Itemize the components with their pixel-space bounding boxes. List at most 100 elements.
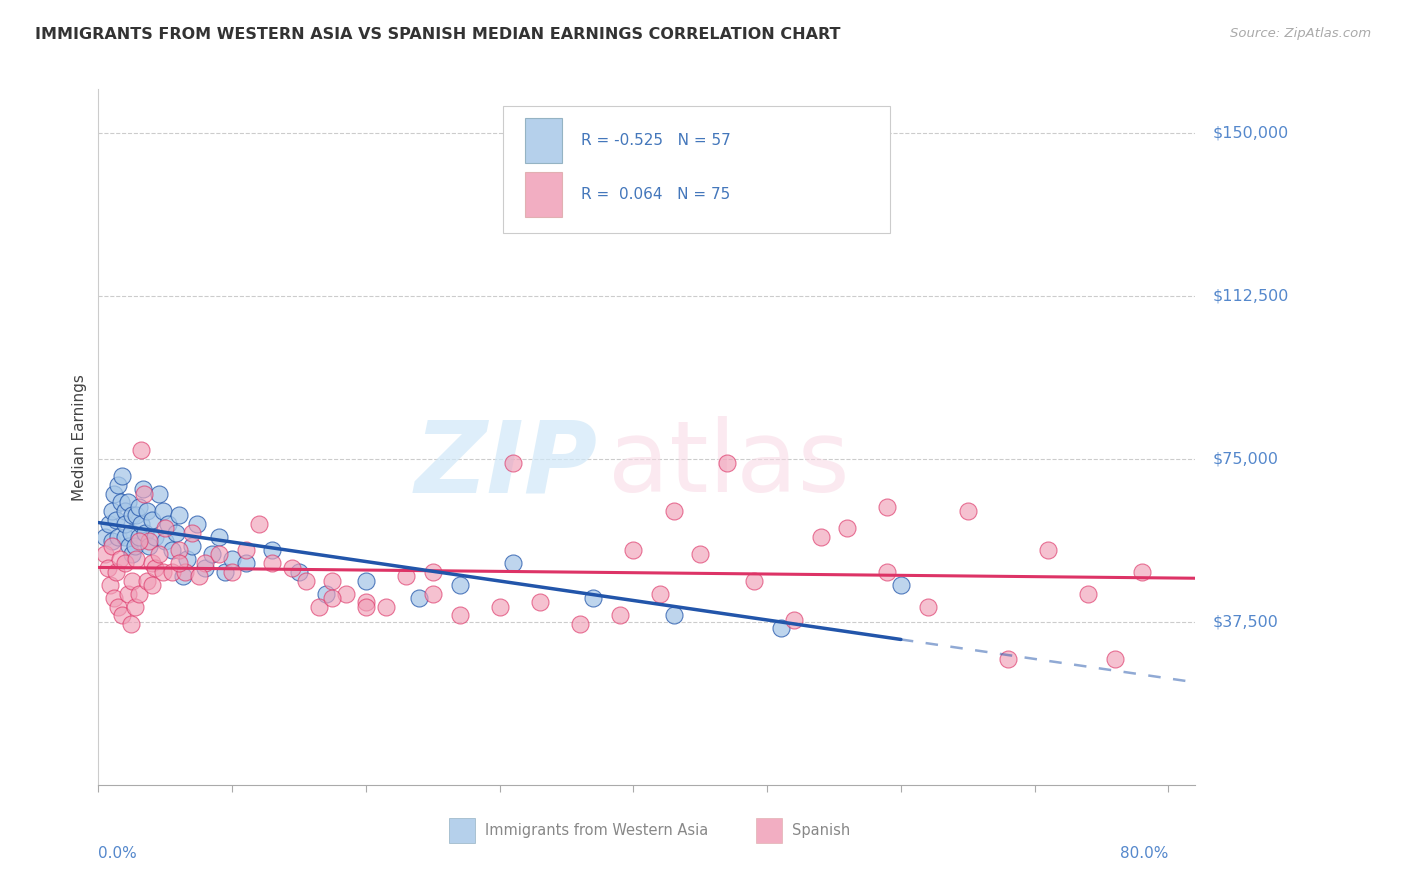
Point bbox=[104, 565, 127, 579]
Point bbox=[281, 560, 304, 574]
Point bbox=[354, 574, 377, 588]
Point bbox=[101, 504, 124, 518]
Point bbox=[100, 578, 122, 592]
Point bbox=[101, 539, 124, 553]
Point bbox=[650, 587, 672, 601]
Point bbox=[1104, 652, 1126, 666]
Point bbox=[120, 525, 142, 540]
Point bbox=[262, 556, 284, 570]
Text: Source: ZipAtlas.com: Source: ZipAtlas.com bbox=[1230, 27, 1371, 40]
Point bbox=[1036, 543, 1059, 558]
Point bbox=[160, 565, 183, 579]
Point bbox=[335, 587, 357, 601]
Text: ZIP: ZIP bbox=[415, 417, 598, 514]
Point bbox=[121, 508, 143, 523]
Point bbox=[194, 556, 217, 570]
Point bbox=[110, 495, 132, 509]
Point bbox=[194, 560, 217, 574]
Point bbox=[156, 516, 179, 531]
Point bbox=[117, 587, 139, 601]
Point bbox=[395, 569, 418, 583]
Point bbox=[143, 530, 166, 544]
Point bbox=[111, 608, 134, 623]
Text: R =  0.064   N = 75: R = 0.064 N = 75 bbox=[581, 186, 730, 202]
Point bbox=[221, 551, 243, 566]
Point bbox=[449, 608, 471, 623]
Point bbox=[568, 617, 591, 632]
Point bbox=[408, 591, 430, 605]
Point bbox=[783, 613, 806, 627]
Point bbox=[262, 543, 284, 558]
Point bbox=[124, 539, 146, 553]
Text: $150,000: $150,000 bbox=[1212, 125, 1289, 140]
Point bbox=[422, 565, 444, 579]
Point bbox=[103, 591, 125, 605]
Point bbox=[502, 556, 524, 570]
Point bbox=[321, 591, 343, 605]
Point bbox=[141, 513, 163, 527]
Point bbox=[181, 525, 204, 540]
Text: R = -0.525   N = 57: R = -0.525 N = 57 bbox=[581, 133, 730, 148]
Point bbox=[107, 599, 129, 614]
Text: $37,500: $37,500 bbox=[1212, 615, 1278, 630]
Text: 80.0%: 80.0% bbox=[1121, 846, 1168, 861]
Point bbox=[956, 504, 979, 518]
Point bbox=[114, 530, 136, 544]
Point bbox=[160, 543, 183, 558]
Point bbox=[662, 608, 685, 623]
Point bbox=[129, 516, 152, 531]
Point bbox=[308, 599, 330, 614]
Point bbox=[141, 556, 163, 570]
Point bbox=[114, 504, 136, 518]
Point bbox=[187, 569, 209, 583]
Point bbox=[837, 521, 859, 535]
Point bbox=[114, 556, 136, 570]
Point bbox=[221, 565, 243, 579]
Point bbox=[148, 486, 170, 500]
Point bbox=[165, 525, 187, 540]
Point bbox=[103, 486, 125, 500]
Point bbox=[134, 525, 156, 540]
Point bbox=[174, 565, 197, 579]
Point bbox=[876, 500, 898, 514]
Point bbox=[997, 652, 1019, 666]
Point bbox=[152, 504, 174, 518]
Point bbox=[108, 551, 131, 566]
Point bbox=[155, 534, 177, 549]
Point bbox=[529, 595, 551, 609]
Point bbox=[172, 569, 194, 583]
Text: $75,000: $75,000 bbox=[1212, 451, 1278, 467]
Point bbox=[422, 587, 444, 601]
Y-axis label: Median Earnings: Median Earnings bbox=[72, 374, 87, 500]
Point bbox=[128, 530, 150, 544]
Point bbox=[98, 516, 121, 531]
Point bbox=[716, 456, 738, 470]
Text: Immigrants from Western Asia: Immigrants from Western Asia bbox=[485, 822, 707, 838]
Point bbox=[235, 543, 257, 558]
Point bbox=[769, 621, 792, 635]
Point bbox=[107, 530, 129, 544]
Point bbox=[120, 617, 142, 632]
Point bbox=[125, 551, 148, 566]
Point bbox=[449, 578, 471, 592]
Point bbox=[582, 591, 605, 605]
Point bbox=[890, 578, 912, 592]
Point bbox=[214, 565, 236, 579]
Point bbox=[208, 530, 231, 544]
Point bbox=[176, 551, 198, 566]
Point bbox=[201, 548, 224, 562]
Point bbox=[107, 478, 129, 492]
Point bbox=[742, 574, 765, 588]
Text: IMMIGRANTS FROM WESTERN ASIA VS SPANISH MEDIAN EARNINGS CORRELATION CHART: IMMIGRANTS FROM WESTERN ASIA VS SPANISH … bbox=[35, 27, 841, 42]
Point bbox=[125, 508, 148, 523]
Point bbox=[143, 560, 166, 574]
Text: Spanish: Spanish bbox=[792, 822, 849, 838]
Point bbox=[810, 530, 832, 544]
Point bbox=[1077, 587, 1099, 601]
Point bbox=[94, 548, 117, 562]
Point bbox=[488, 599, 510, 614]
Point bbox=[662, 504, 685, 518]
Point bbox=[135, 574, 157, 588]
Point bbox=[354, 595, 377, 609]
Point bbox=[101, 534, 124, 549]
